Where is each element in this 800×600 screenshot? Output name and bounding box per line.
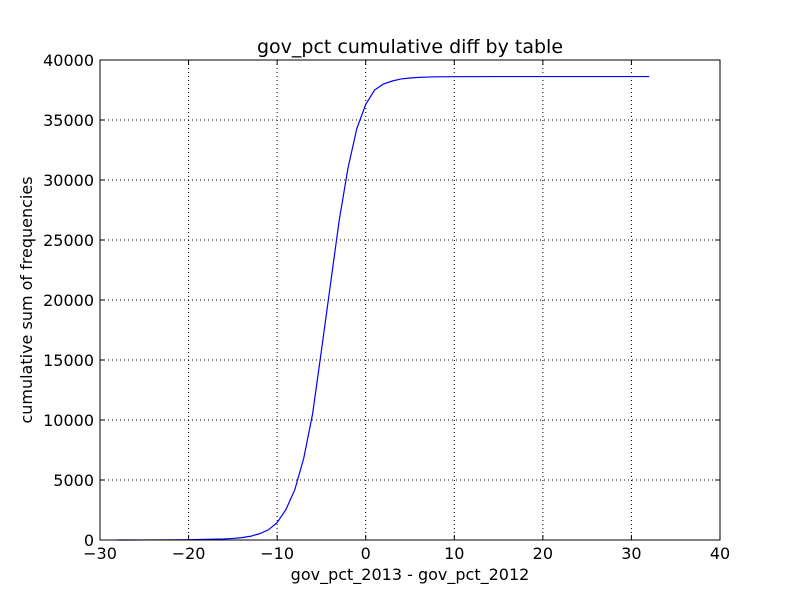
y-tick-label: 10000 xyxy=(43,411,94,430)
y-tick-label: 25000 xyxy=(43,231,94,250)
x-tick-label: 40 xyxy=(710,544,730,563)
x-tick-label: 30 xyxy=(621,544,641,563)
series-line xyxy=(117,75,650,541)
chart-title: gov_pct cumulative diff by table xyxy=(257,36,563,58)
y-tick-label: 5000 xyxy=(53,471,94,490)
y-axis-label: cumulative sum of frequencies xyxy=(17,176,36,423)
x-tick-label: −10 xyxy=(260,544,294,563)
y-tick-label: 15000 xyxy=(43,351,94,370)
x-tick-label: −20 xyxy=(172,544,206,563)
x-tick-label: 20 xyxy=(533,544,553,563)
y-tick-label: 0 xyxy=(84,531,94,550)
grid-lines xyxy=(100,60,720,540)
y-tick-label: 35000 xyxy=(43,111,94,130)
series-layer xyxy=(117,75,650,541)
y-tick-label: 20000 xyxy=(43,291,94,310)
x-tick-label: 0 xyxy=(361,544,371,563)
x-axis-label: gov_pct_2013 - gov_pct_2012 xyxy=(291,565,530,585)
x-tick-label: −30 xyxy=(83,544,117,563)
axis-ticks: −30 −20 −10 0 10 20 30 40 0 5000 10000 15000 20000 25… xyxy=(43,51,730,563)
y-tick-label: 40000 xyxy=(43,51,94,70)
y-tick-label: 30000 xyxy=(43,171,94,190)
x-tick-label: 10 xyxy=(444,544,464,563)
